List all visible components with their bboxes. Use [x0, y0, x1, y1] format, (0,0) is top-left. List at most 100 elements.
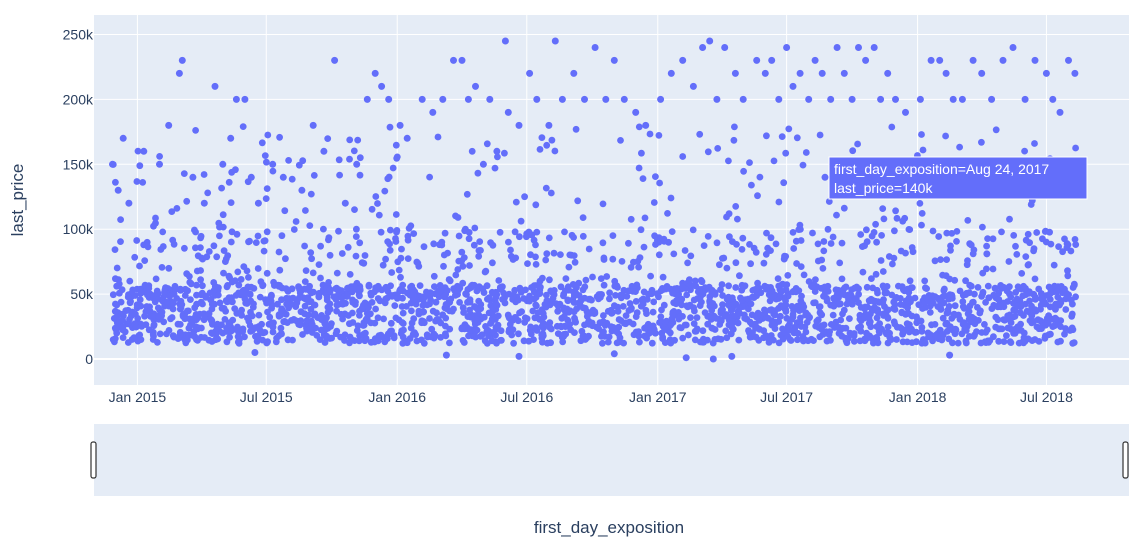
data-point	[1012, 289, 1020, 296]
data-point	[679, 56, 687, 64]
data-point	[893, 214, 901, 222]
data-point	[152, 214, 159, 222]
data-point	[936, 56, 944, 64]
data-point	[298, 186, 306, 194]
data-point	[112, 300, 119, 308]
data-point	[260, 247, 268, 255]
data-point	[293, 299, 301, 307]
data-point	[296, 294, 303, 301]
data-point	[440, 251, 448, 259]
data-point	[840, 69, 848, 77]
range-slider-left-handle[interactable]	[90, 441, 97, 479]
data-point	[167, 315, 175, 323]
data-point	[889, 260, 896, 268]
data-point	[381, 187, 389, 195]
data-point	[909, 248, 917, 256]
data-point	[865, 319, 873, 327]
data-point	[258, 320, 265, 328]
data-point	[154, 290, 162, 297]
data-point	[545, 322, 553, 329]
data-point	[602, 95, 610, 103]
data-point	[145, 326, 153, 334]
data-point	[221, 316, 229, 323]
data-point	[163, 298, 171, 306]
data-point	[320, 147, 328, 155]
data-point	[560, 304, 568, 312]
data-point	[863, 283, 871, 291]
range-slider[interactable]	[90, 424, 1129, 496]
data-point	[1061, 330, 1068, 338]
data-point	[515, 121, 523, 129]
range-slider-track[interactable]	[94, 424, 1129, 496]
data-point	[599, 239, 607, 247]
data-point	[214, 291, 222, 299]
data-point	[734, 215, 741, 223]
data-point	[777, 302, 785, 309]
x-tick-label: Jan 2017	[629, 389, 687, 405]
data-point	[775, 339, 783, 347]
data-point	[902, 326, 910, 334]
data-point	[789, 229, 797, 236]
data-point	[193, 281, 200, 289]
data-point	[775, 282, 783, 290]
data-point	[795, 307, 803, 314]
data-point	[877, 257, 885, 264]
data-point	[273, 334, 280, 342]
data-point	[730, 318, 737, 326]
data-point	[379, 261, 387, 269]
data-point	[222, 255, 230, 263]
data-point	[1067, 296, 1075, 304]
data-point	[655, 132, 663, 139]
data-point	[757, 289, 765, 297]
data-point	[709, 339, 717, 347]
data-point	[275, 248, 283, 256]
data-point	[790, 245, 798, 252]
data-point	[181, 292, 189, 299]
data-points	[109, 37, 1079, 363]
data-point	[309, 269, 317, 277]
data-point	[1062, 306, 1070, 313]
data-point	[384, 238, 392, 246]
data-point	[352, 233, 360, 241]
data-point	[789, 313, 797, 321]
data-point	[603, 273, 611, 280]
data-point	[429, 108, 437, 116]
data-point	[186, 278, 194, 286]
data-point	[501, 149, 508, 157]
y-tick-label: 200k	[63, 91, 94, 107]
data-point	[943, 327, 951, 335]
data-point	[543, 141, 551, 149]
data-point	[265, 298, 272, 305]
data-point	[890, 254, 898, 262]
data-point	[254, 265, 262, 272]
data-point	[778, 133, 786, 141]
data-point	[1030, 318, 1037, 325]
data-point	[863, 226, 870, 234]
data-point	[740, 283, 747, 291]
data-point	[682, 354, 690, 362]
data-point	[916, 200, 924, 207]
data-point	[136, 162, 144, 170]
data-point	[408, 307, 415, 315]
data-point	[683, 302, 691, 310]
data-point	[133, 301, 141, 309]
data-point	[656, 179, 663, 187]
data-point	[782, 308, 790, 315]
data-point	[861, 337, 869, 345]
data-point	[767, 247, 774, 255]
data-point	[660, 237, 668, 245]
data-point	[220, 305, 228, 312]
data-point	[352, 252, 360, 260]
data-point	[1054, 338, 1062, 346]
data-point	[134, 147, 142, 155]
data-point	[399, 281, 407, 289]
data-point	[571, 329, 578, 336]
data-point	[766, 297, 774, 305]
data-point	[843, 300, 851, 308]
data-point	[174, 335, 182, 342]
data-point	[277, 324, 285, 332]
range-slider-right-handle[interactable]	[1122, 441, 1129, 479]
data-point	[377, 331, 385, 339]
data-point	[965, 308, 973, 315]
data-point	[395, 266, 403, 274]
